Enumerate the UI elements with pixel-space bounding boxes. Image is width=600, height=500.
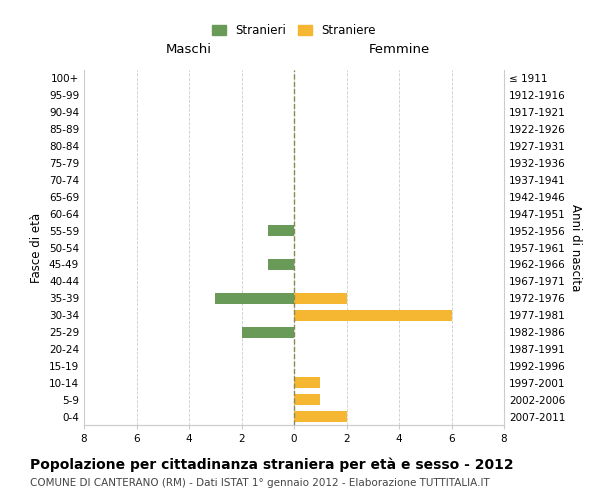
Legend: Stranieri, Straniere: Stranieri, Straniere (207, 19, 381, 42)
Bar (294, 377, 320, 388)
Bar (294, 411, 347, 422)
Bar (294, 292, 347, 304)
Bar (294, 310, 452, 320)
Bar (268, 225, 294, 236)
Text: Maschi: Maschi (166, 43, 212, 56)
Bar (241, 326, 294, 338)
Text: Popolazione per cittadinanza straniera per età e sesso - 2012: Popolazione per cittadinanza straniera p… (30, 458, 514, 472)
Text: Femmine: Femmine (368, 43, 430, 56)
Text: COMUNE DI CANTERANO (RM) - Dati ISTAT 1° gennaio 2012 - Elaborazione TUTTITALIA.: COMUNE DI CANTERANO (RM) - Dati ISTAT 1°… (30, 478, 490, 488)
Bar (268, 259, 294, 270)
Y-axis label: Fasce di età: Fasce di età (31, 212, 43, 282)
Y-axis label: Anni di nascita: Anni di nascita (569, 204, 582, 291)
Bar (294, 394, 320, 405)
Bar (215, 292, 294, 304)
